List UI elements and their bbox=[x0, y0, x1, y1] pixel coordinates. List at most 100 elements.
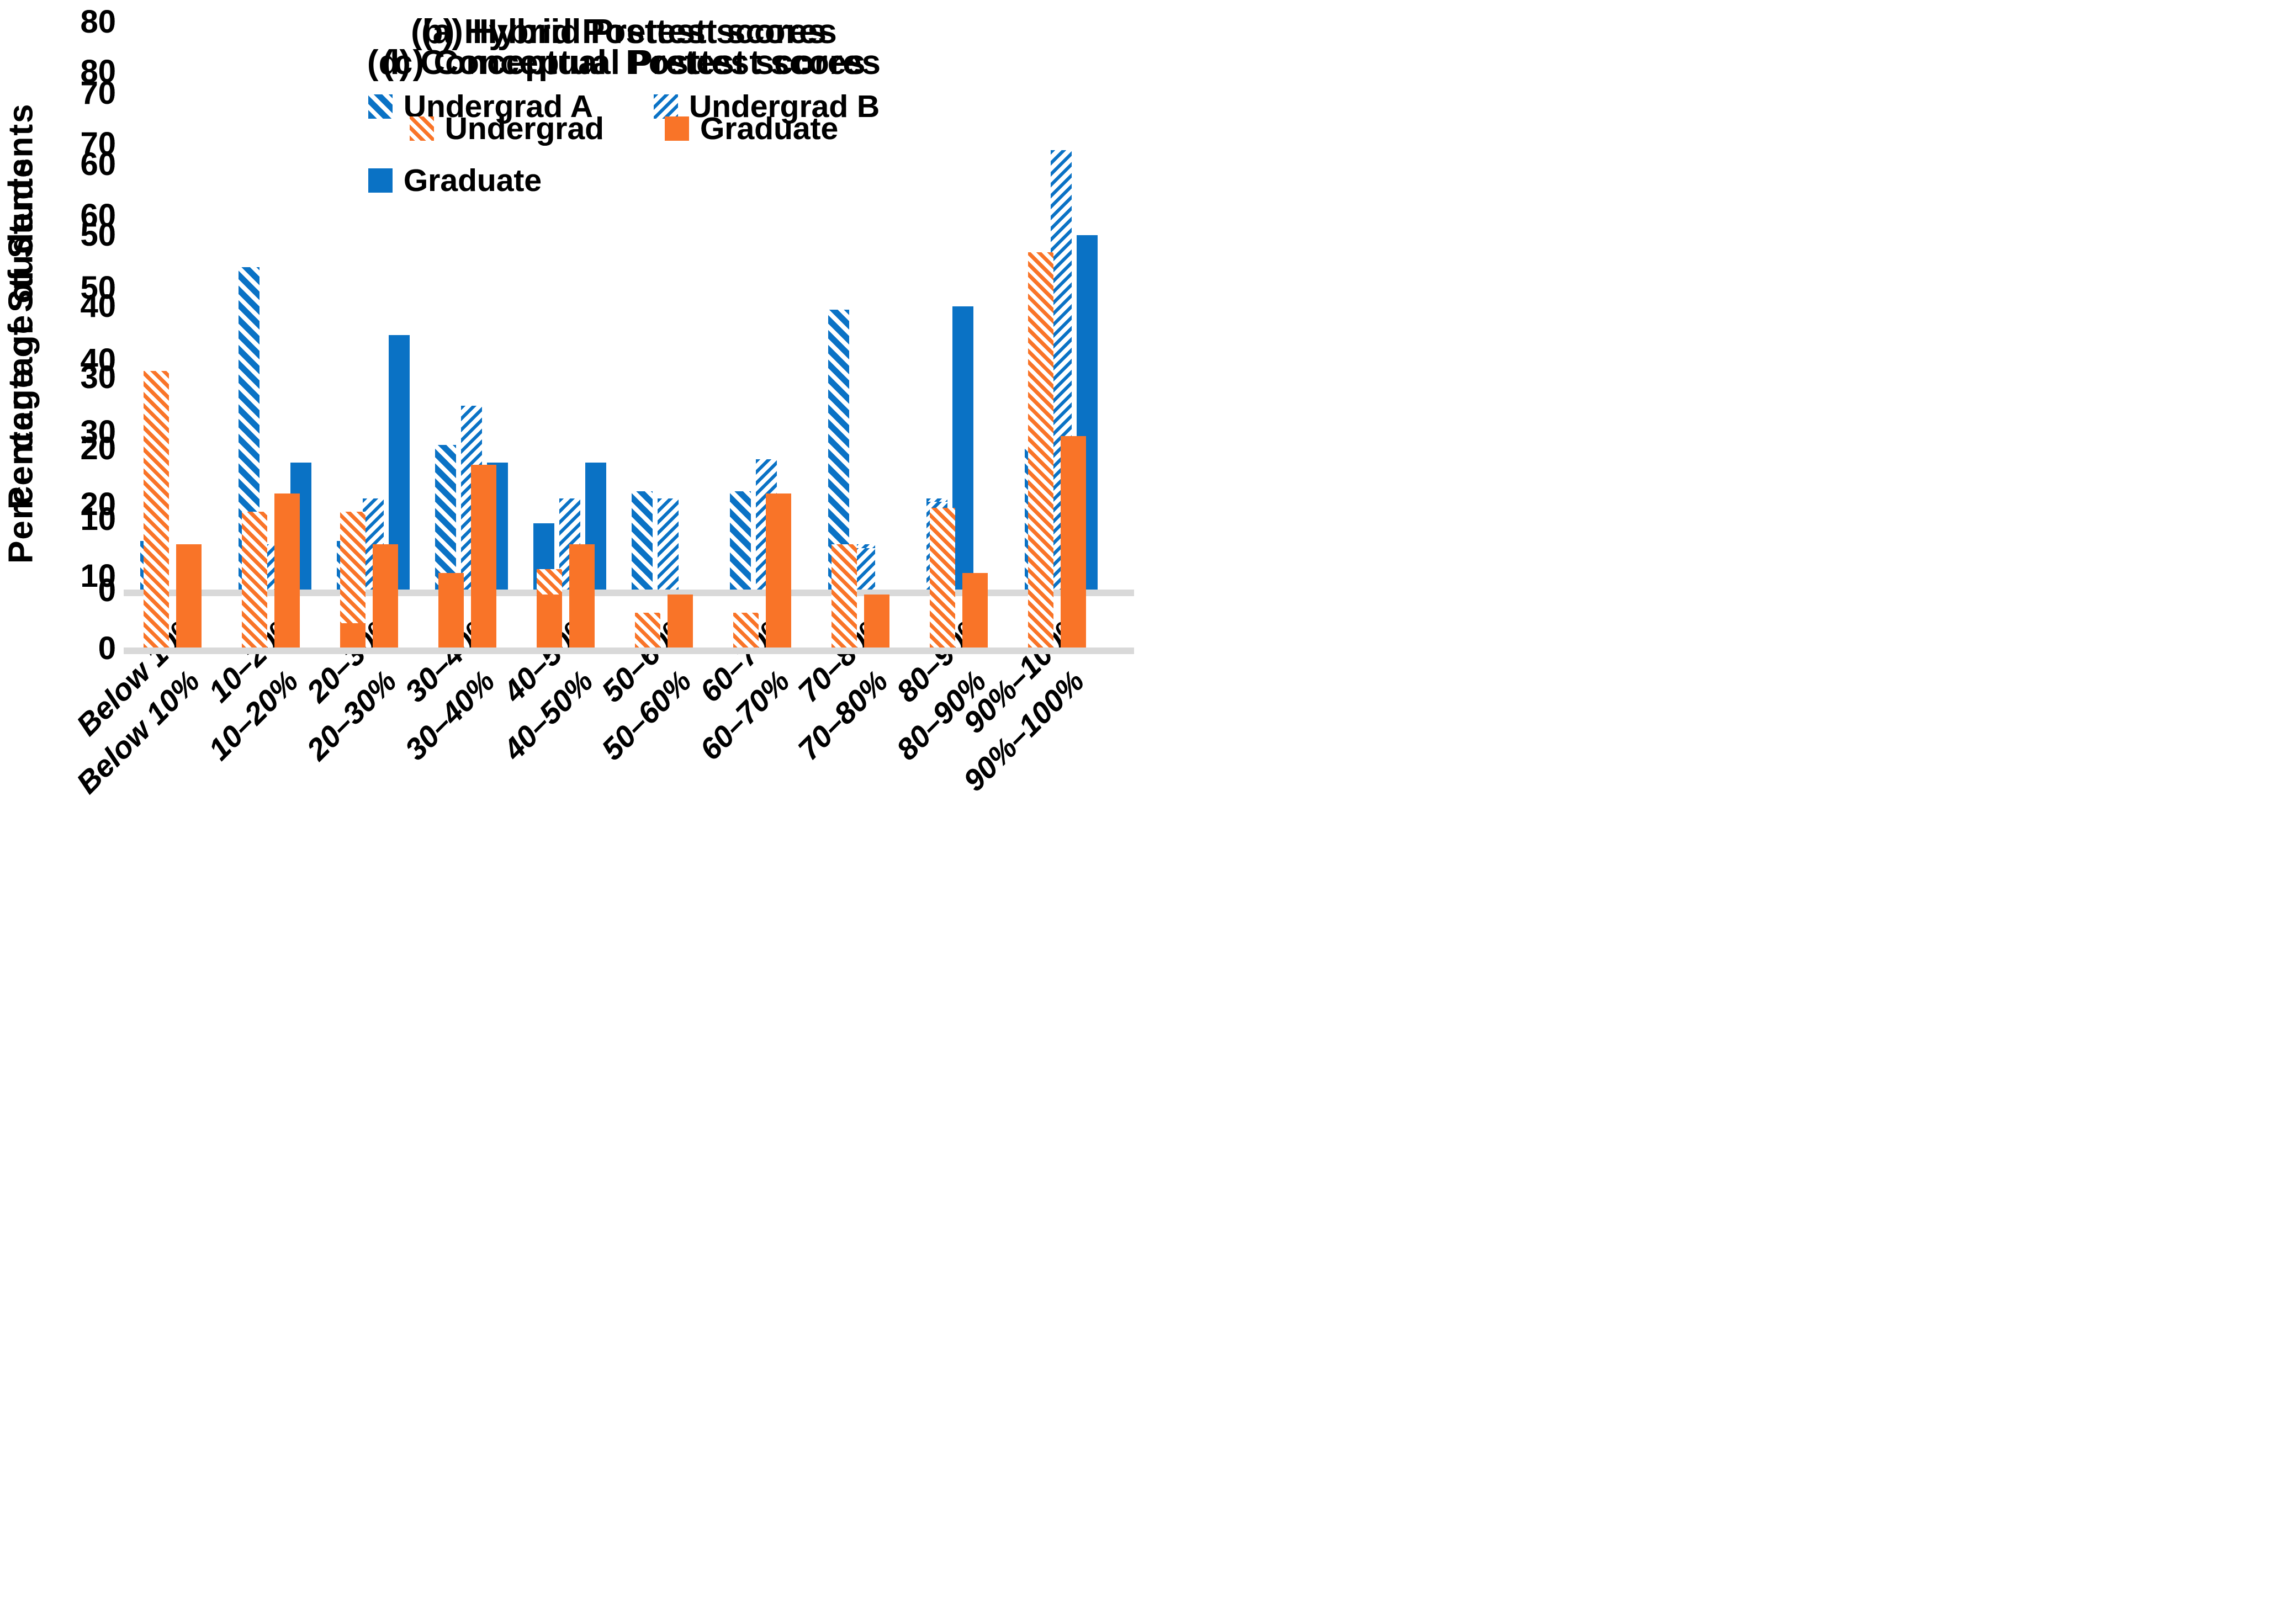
y-tick-label: 60 bbox=[80, 146, 116, 182]
bar-graduate bbox=[340, 623, 366, 649]
bar-group-60-70- bbox=[722, 72, 820, 649]
y-tick-label: 30 bbox=[80, 414, 116, 450]
bar-undergrad bbox=[1028, 252, 1053, 649]
bar-undergrad bbox=[144, 371, 169, 649]
y-tick-label: 70 bbox=[80, 75, 116, 111]
bar-group-below-10- bbox=[133, 72, 231, 649]
legend-swatch-hatch-backslash-thin bbox=[409, 116, 434, 141]
legend-swatch-hatch-slash bbox=[653, 94, 678, 119]
y-axis-ticks: 0 10 20 30 40 50 60 70 80 bbox=[33, 6, 116, 607]
bar-undergrad-b bbox=[854, 548, 875, 591]
bar-graduate bbox=[766, 493, 791, 649]
y-tick-label: 70 bbox=[80, 125, 116, 162]
y-tick-label: 50 bbox=[80, 269, 116, 306]
bar-graduate bbox=[373, 544, 398, 649]
chart-title: (d) Conceptual Posttest scores bbox=[367, 44, 881, 82]
bar-group-70-80- bbox=[820, 72, 919, 649]
bar-undergrad bbox=[635, 612, 660, 649]
legend-label: Graduate bbox=[700, 111, 839, 146]
legend-swatch-solid bbox=[368, 168, 393, 193]
bar-undergrad bbox=[832, 544, 857, 649]
legend: Undergrad Graduate bbox=[133, 110, 1115, 147]
bar-groups bbox=[133, 72, 1115, 649]
y-tick-label: 40 bbox=[80, 342, 116, 378]
chart-title: (a) Hybrid Pretest scores bbox=[421, 13, 827, 51]
y-tick-label: 70 bbox=[80, 75, 116, 111]
y-tick-label: 30 bbox=[80, 414, 116, 450]
legend-swatch-solid bbox=[664, 116, 689, 141]
y-tick-label: 10 bbox=[80, 501, 116, 538]
bar-graduate bbox=[952, 306, 973, 591]
legend-item-undergrad-a: Undergrad A bbox=[368, 88, 593, 125]
y-tick-label: 80 bbox=[80, 54, 116, 89]
y-tick-label: 0 bbox=[98, 572, 116, 608]
bar-undergrad bbox=[930, 508, 955, 649]
y-tick-label: 10 bbox=[80, 501, 116, 538]
x-category-label: 50–60% bbox=[595, 664, 698, 767]
bar-undergrad-b bbox=[658, 498, 679, 591]
x-axis-labels: Below 10% 10–20% 20–30% 30–40% 40–50% 50–60% 6… bbox=[70, 664, 1115, 885]
y-tick-label: 40 bbox=[80, 288, 116, 324]
y-tick-label: 80 bbox=[80, 54, 116, 89]
y-tick-label: 20 bbox=[80, 486, 116, 522]
x-category-label: Below 10% bbox=[70, 664, 206, 800]
bar-graduate bbox=[537, 595, 562, 649]
y-tick-label: 70 bbox=[80, 125, 116, 162]
y-tick-label: 0 bbox=[98, 630, 116, 666]
bar-undergrad-a bbox=[828, 310, 849, 591]
legend-label: Graduate bbox=[403, 163, 542, 198]
legend-label: Undergrad bbox=[444, 111, 604, 146]
x-axis-line bbox=[124, 648, 1134, 654]
legend-label: Undergrad B bbox=[689, 89, 880, 124]
y-tick-label: 50 bbox=[80, 269, 116, 306]
bar-group-10-20- bbox=[231, 72, 329, 649]
bar-group-10-20- bbox=[231, 72, 329, 649]
x-category-label: 30–40% bbox=[398, 664, 501, 767]
plot-area bbox=[124, 72, 1134, 654]
bar-group-70-80- bbox=[820, 22, 919, 591]
y-axis-ticks: 0 10 20 30 40 50 60 70 80 bbox=[33, 56, 116, 665]
y-tick-label: 30 bbox=[80, 359, 116, 395]
legend-label: Graduate bbox=[700, 111, 839, 146]
bar-group-50-60- bbox=[624, 72, 722, 649]
legend-label: Undergrad B bbox=[689, 89, 880, 124]
bar-group-20-30- bbox=[329, 72, 427, 649]
legend-item-graduate: Graduate bbox=[368, 162, 542, 199]
y-tick-label: 80 bbox=[80, 4, 116, 40]
y-tick-label: 60 bbox=[80, 198, 116, 234]
y-tick-label: 10 bbox=[80, 558, 116, 595]
y-tick-label: 60 bbox=[80, 146, 116, 182]
x-category-label: 60–70% bbox=[693, 664, 796, 767]
y-axis-ticks: 0 10 20 30 40 50 60 70 80 bbox=[33, 6, 116, 607]
bar-graduate bbox=[864, 595, 889, 649]
bar-graduate bbox=[274, 493, 300, 649]
y-tick-label: 10 bbox=[80, 558, 116, 595]
x-category-label: 70–80% bbox=[791, 664, 894, 767]
y-tick-label: 40 bbox=[80, 288, 116, 324]
y-tick-label: 20 bbox=[80, 430, 116, 466]
legend: Undergrad A Undergrad B Graduate bbox=[133, 88, 1115, 199]
bar-graduate bbox=[438, 572, 464, 649]
chart-title: (c) Conceptual Pretest scores bbox=[382, 44, 866, 82]
bar-graduate bbox=[668, 595, 693, 649]
bar-group-below-10- bbox=[133, 72, 231, 649]
legend-row: Graduate bbox=[368, 162, 542, 199]
y-tick-label: 20 bbox=[80, 486, 116, 522]
x-category-label: 20–30% bbox=[300, 664, 403, 767]
legend-item-undergrad: Undergrad bbox=[409, 110, 604, 147]
bar-undergrad-a bbox=[632, 491, 653, 591]
bar-graduate bbox=[176, 544, 202, 649]
bar-graduate bbox=[569, 544, 595, 649]
legend-label: Undergrad A bbox=[403, 89, 593, 124]
legend-label: Undergrad A bbox=[403, 89, 593, 124]
bar-group-30-40- bbox=[427, 72, 526, 649]
bar-undergrad bbox=[733, 612, 759, 649]
legend-label: Graduate bbox=[403, 163, 542, 198]
y-tick-label: 50 bbox=[80, 217, 116, 253]
y-tick-label: 20 bbox=[80, 430, 116, 466]
y-axis-ticks: 0 10 20 30 40 50 60 70 80 bbox=[33, 56, 116, 665]
y-tick-label: 0 bbox=[98, 630, 116, 666]
legend-label: Undergrad bbox=[444, 111, 604, 146]
y-tick-label: 0 bbox=[98, 572, 116, 608]
